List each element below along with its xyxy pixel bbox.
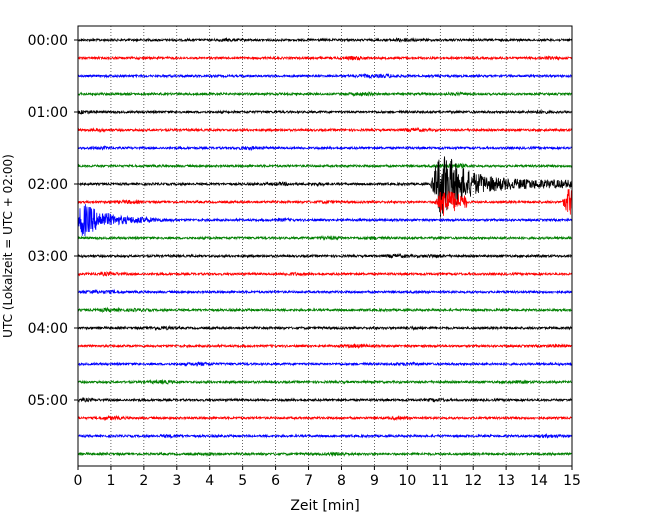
x-tick-label: 14	[530, 473, 548, 489]
trace-row-0015	[77, 55, 573, 62]
x-axis-ticks: 0 1 2 3 4 5 6 7 8 9 10 11 12 13 14 15	[74, 466, 581, 489]
trace-row-0515	[77, 414, 573, 422]
trace-row-0230	[77, 204, 573, 237]
y-tick-label: 01:00	[28, 105, 68, 121]
x-tick-label: 13	[497, 473, 515, 489]
x-tick-label: 4	[205, 473, 214, 489]
x-tick-label: 12	[464, 473, 482, 489]
trace-row-0330	[77, 288, 573, 295]
x-tick-label: 8	[337, 473, 346, 489]
x-tick-label: 1	[106, 473, 115, 489]
x-tick-label: 7	[304, 473, 313, 489]
trace-row-0245	[77, 234, 573, 241]
trace-row-0130	[77, 144, 573, 152]
trace-row-0030	[77, 72, 573, 80]
vertical-grid	[110, 26, 540, 466]
x-tick-label: 10	[398, 473, 416, 489]
x-tick-label: 15	[563, 473, 581, 489]
trace-row-0100	[77, 108, 573, 115]
x-tick-label: 3	[172, 473, 181, 489]
trace-row-0315	[77, 270, 573, 277]
x-tick-label: 5	[238, 473, 247, 489]
trace-row-0415	[77, 343, 573, 350]
y-tick-label: 02:00	[28, 177, 68, 193]
y-tick-label: 04:00	[28, 321, 68, 337]
trace-row-0200	[77, 156, 573, 218]
x-tick-label: 6	[271, 473, 280, 489]
x-tick-label: 11	[431, 473, 449, 489]
y-axis-title: UTC (Lokalzeit = UTC + 02:00)	[1, 154, 15, 338]
trace-row-0045	[77, 90, 573, 98]
y-tick-label: 03:00	[28, 249, 68, 265]
seismic-traces	[77, 37, 573, 458]
x-axis-title: Zeit [min]	[290, 498, 359, 514]
trace-row-0545	[77, 451, 573, 458]
trace-row-0445	[77, 378, 573, 385]
x-tick-label: 9	[370, 473, 379, 489]
x-tick-label: 2	[139, 473, 148, 489]
x-tick-label: 0	[74, 473, 83, 489]
trace-row-0400	[77, 324, 573, 332]
y-axis-ticks: 00:00 01:00 02:00 03:00 04:00 05:00	[28, 33, 78, 409]
trace-row-0000	[77, 37, 573, 43]
trace-row-0430	[77, 361, 573, 367]
trace-row-0145	[77, 162, 573, 169]
y-tick-label: 00:00	[28, 33, 68, 49]
trace-row-0530	[77, 433, 573, 439]
y-tick-label: 05:00	[28, 393, 68, 409]
trace-row-0300	[77, 252, 573, 259]
trace-row-0215	[77, 189, 573, 216]
trace-row-0345	[77, 306, 573, 314]
trace-row-0500	[77, 396, 573, 403]
trace-row-0115	[77, 126, 573, 133]
plot-frame	[77, 25, 573, 467]
